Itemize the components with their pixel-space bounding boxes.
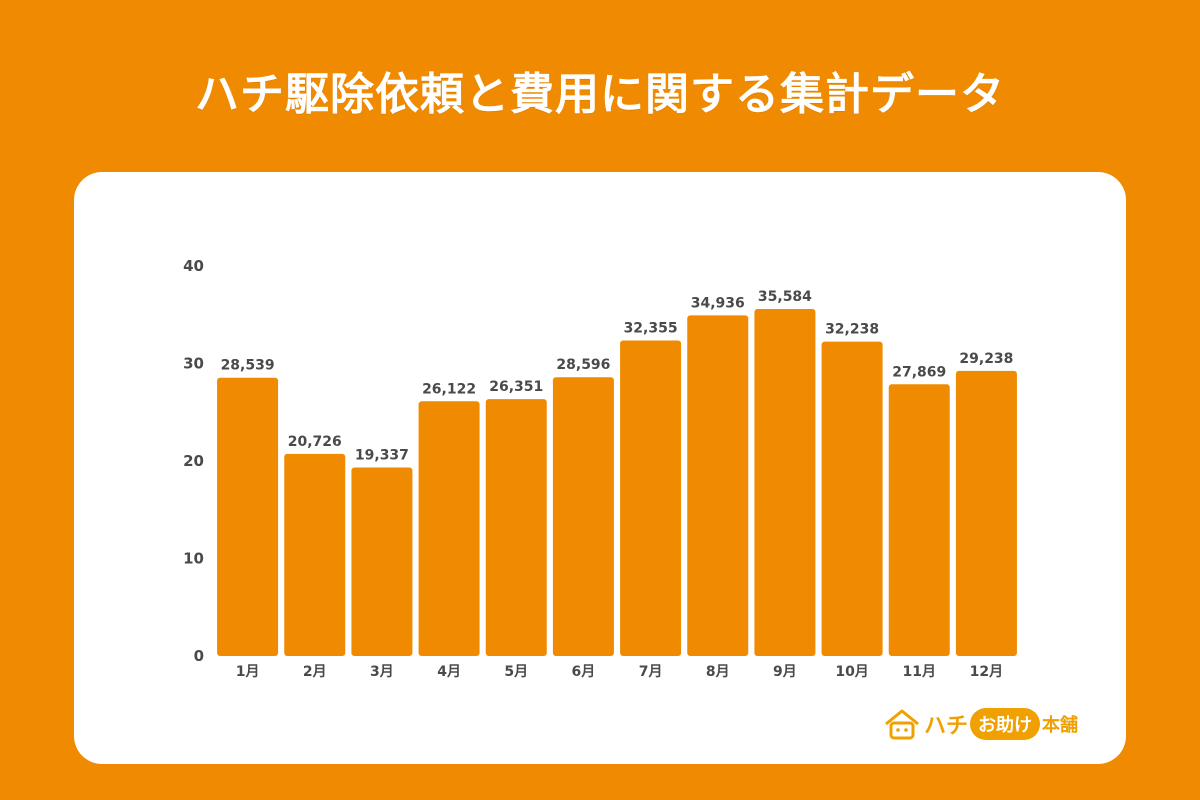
logo-text-honpo: 本舗 xyxy=(1042,715,1079,736)
x-tick-label: 8月 xyxy=(706,664,730,680)
x-tick-label: 11月 xyxy=(903,664,936,680)
bar xyxy=(418,401,480,656)
bar xyxy=(821,341,883,656)
logo-text-hachi: ハチ xyxy=(924,714,969,739)
page-title: ハチ駆除依頼と費用に関する集計データ xyxy=(195,69,1005,120)
data-label: 19,337 xyxy=(355,447,409,463)
data-label: 28,539 xyxy=(221,358,275,374)
logo-text-otasuke: お助け xyxy=(970,708,1041,740)
data-label: 32,355 xyxy=(624,321,678,337)
bar xyxy=(754,309,816,656)
x-tick-label: 5月 xyxy=(504,664,528,680)
house-bee-icon xyxy=(885,709,919,740)
data-label: 32,238 xyxy=(825,322,879,338)
chart-card: 0 10 20 30 40 28,539 1月 20,726 2月 19,337 3月 26,122 4… xyxy=(74,172,1126,764)
data-label: 27,869 xyxy=(892,364,946,380)
bar xyxy=(687,315,749,656)
x-tick-label: 9月 xyxy=(773,664,797,680)
data-label: 34,936 xyxy=(691,295,745,311)
data-label: 26,351 xyxy=(489,379,543,395)
brand-logo: ハチ お助け 本舗 xyxy=(882,706,1078,742)
y-tick-label: 0 xyxy=(194,647,204,665)
data-label: 20,726 xyxy=(288,434,342,450)
x-tick-label: 1月 xyxy=(236,664,260,680)
y-tick-label: 30 xyxy=(183,355,204,373)
x-tick-label: 4月 xyxy=(437,664,461,680)
bar-chart: 0 10 20 30 40 28,539 1月 20,726 2月 19,337 3月 26,122 4… xyxy=(183,257,1017,680)
bar xyxy=(888,384,950,656)
x-tick-label: 12月 xyxy=(970,664,1003,680)
x-tick-label: 7月 xyxy=(639,664,663,680)
y-tick-label: 20 xyxy=(183,452,204,470)
y-tick-label: 40 xyxy=(183,257,204,275)
data-label: 29,238 xyxy=(959,351,1013,367)
bar xyxy=(552,377,614,656)
y-tick-label: 10 xyxy=(183,550,204,568)
bar xyxy=(217,377,279,656)
bar xyxy=(620,340,682,656)
data-label: 35,584 xyxy=(758,289,812,305)
bar xyxy=(284,453,346,656)
x-tick-label: 3月 xyxy=(370,664,394,680)
data-label: 26,122 xyxy=(422,381,476,397)
x-tick-label: 10月 xyxy=(835,664,868,680)
x-tick-label: 2月 xyxy=(303,664,327,680)
bar xyxy=(485,399,547,656)
data-label: 28,596 xyxy=(556,357,610,373)
x-tick-label: 6月 xyxy=(572,664,596,680)
bar xyxy=(955,370,1017,656)
bar xyxy=(351,467,413,656)
